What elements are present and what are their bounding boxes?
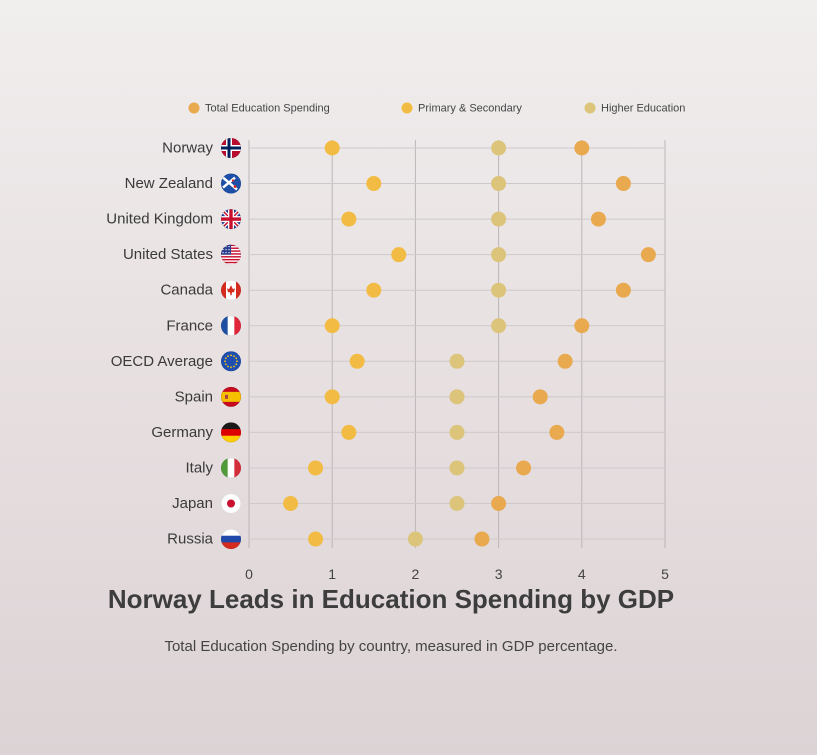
country-label-canada: Canada <box>160 282 213 299</box>
country-label-russia: Russia <box>167 531 214 548</box>
legend-marker-total-education-spending <box>188 102 200 114</box>
country-label-new-zealand: New Zealand <box>125 175 213 192</box>
germany-flag-icon <box>221 422 241 443</box>
point-higher-education-russia <box>407 531 423 547</box>
point-total-education-spending-new-zealand <box>615 176 631 192</box>
point-primary-and-secondary-germany <box>341 424 357 440</box>
point-higher-education-france <box>491 318 507 334</box>
x-tick-label-1: 1 <box>328 566 336 580</box>
point-higher-education-germany <box>449 424 465 440</box>
x-axis-labels: 0 1 2 3 4 5 <box>245 566 669 580</box>
point-primary-and-secondary-france <box>324 318 340 334</box>
y-axis-labels: Norway New Zealand United Kingdom United St… <box>106 140 213 548</box>
x-tick-label-3: 3 <box>495 566 503 580</box>
point-total-education-spending-norway <box>574 140 590 156</box>
canada-flag-icon <box>221 280 241 301</box>
united-kingdom-flag-icon <box>221 209 241 230</box>
italy-flag-icon <box>221 457 241 478</box>
x-tick-label-4: 4 <box>578 566 586 580</box>
point-primary-and-secondary-japan <box>283 496 299 511</box>
point-higher-education-japan <box>449 496 465 511</box>
point-total-education-spending-united-states <box>640 247 656 263</box>
point-total-education-spending-japan <box>491 496 507 511</box>
flags <box>221 138 242 550</box>
legend-marker-primary-and-secondary <box>401 102 413 114</box>
point-higher-education-united-kingdom <box>491 211 507 227</box>
point-primary-and-secondary-norway <box>324 140 340 156</box>
point-higher-education-italy <box>449 460 465 476</box>
point-primary-and-secondary-canada <box>366 282 382 298</box>
point-total-education-spending-spain <box>532 389 548 405</box>
legend: Total Education Spending Primary & Second… <box>188 102 685 115</box>
point-higher-education-new-zealand <box>491 176 507 192</box>
legend-label-higher-education: Higher Education <box>601 103 685 115</box>
point-higher-education-norway <box>491 140 507 156</box>
point-higher-education-spain <box>449 389 465 405</box>
point-primary-and-secondary-italy <box>308 460 324 476</box>
point-total-education-spending-italy <box>516 460 532 476</box>
chart: Total Education Spending Primary & Second… <box>106 102 685 580</box>
point-primary-and-secondary-united-states <box>391 247 407 263</box>
country-label-italy: Italy <box>185 459 213 476</box>
x-tick-label-0: 0 <box>245 566 253 580</box>
data-points <box>283 140 656 547</box>
point-primary-and-secondary-oecd-average <box>349 353 365 369</box>
country-label-oecd-average: OECD Average <box>111 353 213 370</box>
norway-flag-icon <box>221 138 241 158</box>
country-label-united-kingdom: United Kingdom <box>106 211 213 228</box>
point-primary-and-secondary-spain <box>324 389 340 405</box>
point-total-education-spending-canada <box>615 282 631 298</box>
point-higher-education-united-states <box>491 247 507 263</box>
point-primary-and-secondary-united-kingdom <box>341 211 357 227</box>
country-label-japan: Japan <box>172 495 213 512</box>
legend-label-primary-and-secondary: Primary & Secondary <box>418 103 522 115</box>
russia-flag-icon <box>221 529 241 550</box>
spain-flag-icon <box>221 386 241 407</box>
point-higher-education-oecd-average <box>449 353 465 369</box>
chart-title: Norway Leads in Education Spending by GD… <box>107 584 675 614</box>
country-label-france: France <box>166 317 213 334</box>
country-label-spain: Spain <box>175 388 213 405</box>
chart-subtitle: Total Education Spending by country, mea… <box>164 638 618 655</box>
x-tick-label-2: 2 <box>412 566 420 580</box>
united-states-flag-icon <box>221 244 241 265</box>
legend-marker-higher-education <box>584 102 596 114</box>
point-total-education-spending-oecd-average <box>557 353 573 369</box>
point-primary-and-secondary-russia <box>308 531 324 547</box>
new-zealand-flag-icon <box>221 173 241 194</box>
legend-label-total-education-spending: Total Education Spending <box>205 103 330 115</box>
country-label-norway: Norway <box>162 140 213 157</box>
country-label-germany: Germany <box>151 424 213 441</box>
oecd-eu-flag-icon <box>221 351 241 372</box>
france-flag-icon <box>221 315 241 336</box>
point-total-education-spending-germany <box>549 424 565 440</box>
grid <box>248 140 666 548</box>
japan-flag-icon <box>221 493 241 514</box>
point-total-education-spending-united-kingdom <box>590 211 606 227</box>
point-primary-and-secondary-new-zealand <box>366 176 382 192</box>
point-higher-education-canada <box>491 282 507 298</box>
country-label-united-states: United States <box>123 246 213 263</box>
point-total-education-spending-russia <box>474 531 490 547</box>
x-tick-label-5: 5 <box>661 566 669 580</box>
point-total-education-spending-france <box>574 318 590 334</box>
